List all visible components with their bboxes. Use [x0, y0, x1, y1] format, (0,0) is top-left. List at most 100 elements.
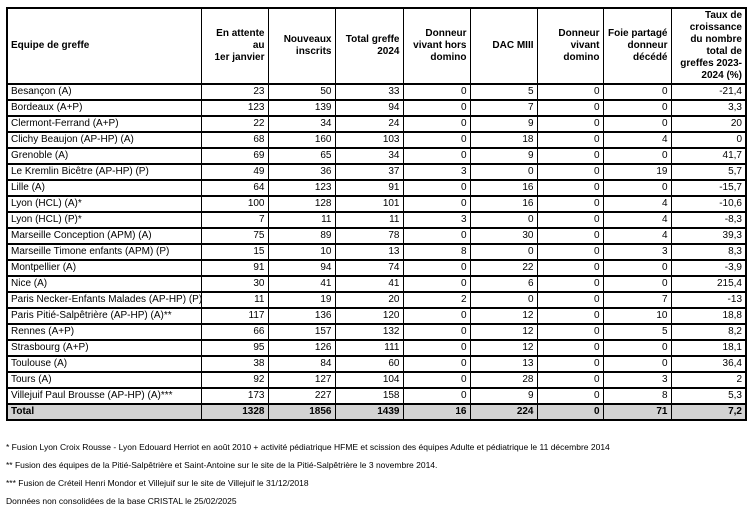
team-name-cell: Lyon (HCL) (P)*: [6, 211, 202, 229]
value-cell: 12: [469, 339, 538, 357]
value-cell: 10: [602, 307, 672, 325]
table-row: Nice (A) 30 41 41 0 6 0 0 215,4: [6, 275, 747, 293]
value-cell: 0: [402, 227, 471, 245]
value-cell: 0: [469, 211, 538, 229]
value-cell: 18,8: [670, 307, 747, 325]
total-value-cell: 1328: [200, 403, 269, 421]
value-cell: 0: [402, 179, 471, 197]
value-cell: 30: [469, 227, 538, 245]
value-cell: 78: [334, 227, 404, 245]
value-cell: -21,4: [670, 83, 747, 101]
column-header-3: Nouveaux inscrits: [267, 7, 336, 85]
value-cell: 84: [267, 355, 336, 373]
value-cell: 0: [402, 275, 471, 293]
value-cell: 16: [469, 179, 538, 197]
value-cell: 0: [602, 147, 672, 165]
table-row: Strasbourg (A+P) 95 126 111 0 12 0 0 18,1: [6, 339, 747, 357]
value-cell: 3: [602, 243, 672, 261]
value-cell: 37: [334, 163, 404, 181]
value-cell: 0: [602, 355, 672, 373]
value-cell: 103: [334, 131, 404, 149]
value-cell: 132: [334, 323, 404, 341]
value-cell: 0: [602, 115, 672, 133]
team-name-cell: Villejuif Paul Brousse (AP-HP) (A)***: [6, 387, 202, 405]
value-cell: 91: [200, 259, 269, 277]
value-cell: 68: [200, 131, 269, 149]
value-cell: 39,3: [670, 227, 747, 245]
value-cell: 0: [469, 291, 538, 309]
team-name-cell: Marseille Timone enfants (APM) (P): [6, 243, 202, 261]
total-value-cell: 0: [536, 403, 604, 421]
value-cell: 11: [334, 211, 404, 229]
value-cell: 11: [267, 211, 336, 229]
value-cell: 0: [536, 291, 604, 309]
value-cell: 94: [267, 259, 336, 277]
table-row: Le Kremlin Bicêtre (AP-HP) (P) 49 36 37 3 0 0 1…: [6, 163, 747, 181]
value-cell: 0: [536, 387, 604, 405]
value-cell: 5: [602, 323, 672, 341]
value-cell: 33: [334, 83, 404, 101]
value-cell: 0: [402, 99, 471, 117]
value-cell: -10,6: [670, 195, 747, 213]
value-cell: 94: [334, 99, 404, 117]
value-cell: 0: [536, 227, 604, 245]
value-cell: 0: [402, 355, 471, 373]
team-name-cell: Clermont-Ferrand (A+P): [6, 115, 202, 133]
value-cell: 49: [200, 163, 269, 181]
column-header-2: En attente au 1er janvier: [200, 7, 269, 85]
value-cell: 28: [469, 371, 538, 389]
value-cell: 30: [200, 275, 269, 293]
team-name-cell: Paris Pitié-Salpêtrière (AP-HP) (A)**: [6, 307, 202, 325]
value-cell: 18: [469, 131, 538, 149]
total-row: Total 1328 1856 1439 16 224 0 71 7,2: [6, 403, 747, 421]
value-cell: 0: [536, 179, 604, 197]
total-value-cell: 71: [602, 403, 672, 421]
value-cell: 0: [402, 339, 471, 357]
table-row: Tours (A) 92 127 104 0 28 0 3 2: [6, 371, 747, 389]
value-cell: 7: [469, 99, 538, 117]
total-value-cell: 1856: [267, 403, 336, 421]
value-cell: 3: [602, 371, 672, 389]
value-cell: 4: [602, 131, 672, 149]
value-cell: 0: [536, 99, 604, 117]
table-row: Paris Pitié-Salpêtrière (AP-HP) (A)** 117…: [6, 307, 747, 325]
footnote-data-source: Données non consolidées de la base CRIST…: [6, 496, 237, 506]
value-cell: 157: [267, 323, 336, 341]
value-cell: 3: [402, 211, 471, 229]
value-cell: 8: [402, 243, 471, 261]
column-header-8: Foie partagé donneur décédé: [602, 7, 672, 85]
value-cell: 9: [469, 147, 538, 165]
value-cell: 126: [267, 339, 336, 357]
value-cell: 0: [602, 339, 672, 357]
table-header: Equipe de greffe En attente au 1er janvie…: [6, 7, 747, 85]
value-cell: -3,9: [670, 259, 747, 277]
table-header-row: Equipe de greffe En attente au 1er janvie…: [6, 7, 747, 85]
value-cell: 60: [334, 355, 404, 373]
value-cell: -8,3: [670, 211, 747, 229]
value-cell: 215,4: [670, 275, 747, 293]
value-cell: 0: [402, 371, 471, 389]
value-cell: 38: [200, 355, 269, 373]
team-name-cell: Bordeaux (A+P): [6, 99, 202, 117]
value-cell: 91: [334, 179, 404, 197]
value-cell: 66: [200, 323, 269, 341]
value-cell: 158: [334, 387, 404, 405]
value-cell: 89: [267, 227, 336, 245]
value-cell: 0: [602, 275, 672, 293]
value-cell: 20: [670, 115, 747, 133]
value-cell: 0: [602, 83, 672, 101]
value-cell: 0: [536, 259, 604, 277]
value-cell: 227: [267, 387, 336, 405]
value-cell: 0: [402, 387, 471, 405]
value-cell: 19: [602, 163, 672, 181]
liver-transplant-teams-table: Equipe de greffe En attente au 1er janvie…: [6, 7, 747, 421]
value-cell: 120: [334, 307, 404, 325]
total-value-cell: 224: [469, 403, 538, 421]
value-cell: 18,1: [670, 339, 747, 357]
total-value-cell: 7,2: [670, 403, 747, 421]
value-cell: -13: [670, 291, 747, 309]
footnote-villejuif-fusion: *** Fusion de Créteil Henri Mondor et Vi…: [6, 478, 309, 488]
value-cell: 0: [536, 163, 604, 181]
table-body: Besançon (A) 23 50 33 0 5 0 0 -21,4 Bordeaux (A+P…: [6, 83, 747, 405]
value-cell: 64: [200, 179, 269, 197]
